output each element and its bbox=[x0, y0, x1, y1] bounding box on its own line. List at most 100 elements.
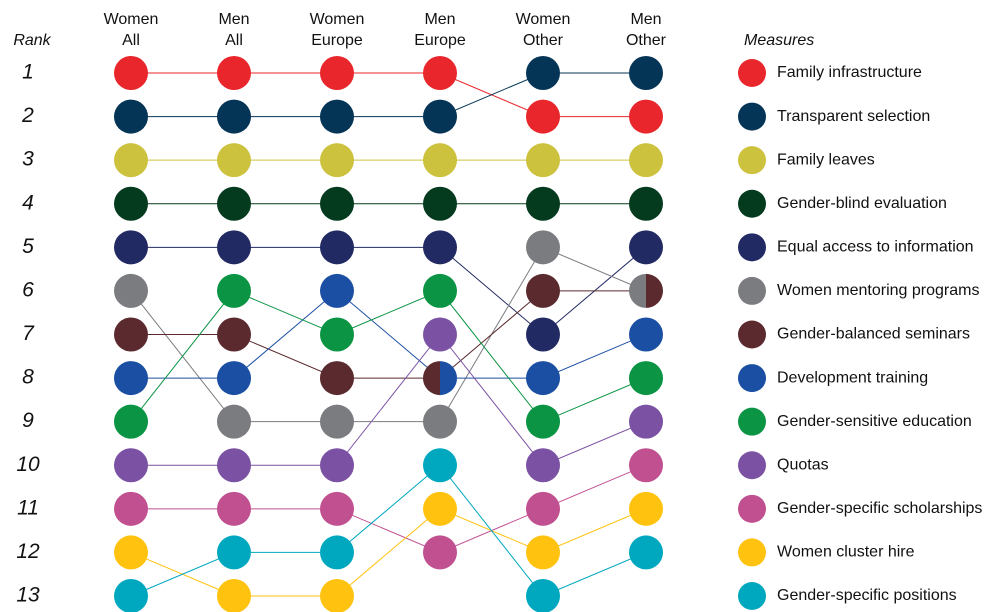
column-header: Men bbox=[218, 11, 249, 28]
legend-title: Measures bbox=[744, 32, 814, 49]
series-line bbox=[130, 464, 647, 597]
column-header: All bbox=[225, 32, 243, 49]
rank-marker bbox=[320, 448, 354, 483]
rank-marker bbox=[526, 273, 560, 308]
rank-marker bbox=[114, 273, 148, 308]
rank-marker bbox=[114, 99, 148, 134]
rank-marker bbox=[217, 448, 251, 483]
rank-marker bbox=[629, 448, 663, 483]
rank-marker bbox=[629, 99, 663, 134]
rank-marker bbox=[526, 491, 560, 526]
rank-marker bbox=[217, 535, 251, 570]
rank-marker bbox=[526, 361, 560, 396]
rank-marker bbox=[423, 448, 457, 483]
series-line bbox=[131, 72, 646, 118]
markers bbox=[114, 56, 663, 612]
rank-marker bbox=[526, 230, 560, 265]
y-axis-label: Rank bbox=[13, 32, 51, 49]
rank-marker bbox=[217, 186, 251, 221]
rank-marker bbox=[423, 404, 457, 439]
column-header: Other bbox=[626, 32, 667, 49]
legend-swatch bbox=[738, 407, 766, 436]
column-header: Women bbox=[310, 11, 365, 28]
rank-marker bbox=[423, 99, 457, 134]
column-header: Men bbox=[424, 11, 455, 28]
rank-marker bbox=[526, 317, 560, 352]
column-header: Europe bbox=[311, 32, 363, 49]
series-line bbox=[131, 290, 646, 379]
column-header: Europe bbox=[414, 32, 466, 49]
y-tick-label: 9 bbox=[22, 409, 34, 432]
series-line bbox=[131, 72, 646, 118]
legend-label: Gender-blind evaluation bbox=[777, 195, 947, 212]
legend-label: Women mentoring programs bbox=[777, 282, 979, 299]
legend-swatch bbox=[738, 59, 766, 87]
y-tick-label: 13 bbox=[16, 584, 40, 607]
series-line bbox=[130, 290, 647, 423]
rank-marker bbox=[526, 579, 560, 612]
rank-marker bbox=[526, 404, 560, 439]
rank-marker bbox=[114, 317, 148, 352]
rank-marker bbox=[114, 448, 148, 483]
rank-marker bbox=[217, 99, 251, 134]
rank-marker bbox=[320, 404, 354, 439]
column-header: Other bbox=[523, 32, 564, 49]
column-header: Women bbox=[104, 11, 159, 28]
y-tick-label: 4 bbox=[22, 191, 34, 214]
y-tick-label: 5 bbox=[22, 235, 34, 258]
rank-marker bbox=[423, 230, 457, 265]
rank-marker bbox=[114, 230, 148, 265]
legend-swatch bbox=[738, 233, 766, 262]
rank-marker bbox=[526, 448, 560, 483]
legend-swatch bbox=[738, 102, 766, 131]
legend-label: Family infrastructure bbox=[777, 64, 922, 81]
rank-marker bbox=[320, 491, 354, 526]
rank-marker bbox=[526, 535, 560, 570]
rank-marker-part bbox=[440, 361, 457, 396]
rank-marker bbox=[526, 99, 560, 134]
series-line bbox=[130, 246, 647, 423]
rank-marker bbox=[217, 404, 251, 439]
rank-marker bbox=[423, 491, 457, 526]
legend-swatch bbox=[738, 582, 766, 610]
series-line bbox=[130, 508, 647, 597]
rank-marker bbox=[114, 143, 148, 178]
legend-label: Transparent selection bbox=[777, 108, 930, 125]
legend-swatch bbox=[738, 276, 766, 305]
rank-marker bbox=[629, 317, 663, 352]
legend-label: Gender-sensitive education bbox=[777, 413, 972, 430]
rank-marker bbox=[217, 56, 251, 90]
rank-marker bbox=[217, 143, 251, 178]
rank-marker bbox=[320, 535, 354, 570]
column-header: All bbox=[122, 32, 140, 49]
rank-marker bbox=[423, 535, 457, 570]
rank-marker bbox=[423, 273, 457, 308]
rank-marker bbox=[320, 230, 354, 265]
rank-marker bbox=[114, 186, 148, 221]
y-tick-label: 6 bbox=[22, 278, 34, 301]
series-line bbox=[131, 464, 647, 553]
rank-marker bbox=[114, 56, 148, 90]
rank-marker bbox=[217, 491, 251, 526]
rank-marker bbox=[320, 56, 354, 90]
rank-marker bbox=[320, 579, 354, 612]
legend-label: Quotas bbox=[777, 456, 829, 473]
rank-marker bbox=[114, 579, 148, 612]
series-line bbox=[131, 333, 647, 466]
rank-marker bbox=[423, 317, 457, 352]
y-tick-label: 3 bbox=[22, 148, 34, 171]
rank-marker bbox=[629, 143, 663, 178]
legend-swatch bbox=[738, 538, 766, 567]
legend-label: Women cluster hire bbox=[777, 544, 915, 561]
y-tick-label: 10 bbox=[16, 453, 40, 476]
y-tick-label: 1 bbox=[22, 61, 34, 84]
legend-label: Family leaves bbox=[777, 151, 875, 168]
rank-marker bbox=[629, 491, 663, 526]
y-tick-label: 12 bbox=[16, 540, 40, 563]
rank-marker bbox=[217, 579, 251, 612]
rank-marker-part bbox=[423, 361, 440, 396]
legend-swatch bbox=[738, 320, 766, 349]
rank-marker bbox=[629, 186, 663, 221]
legend-label: Development training bbox=[777, 369, 928, 386]
